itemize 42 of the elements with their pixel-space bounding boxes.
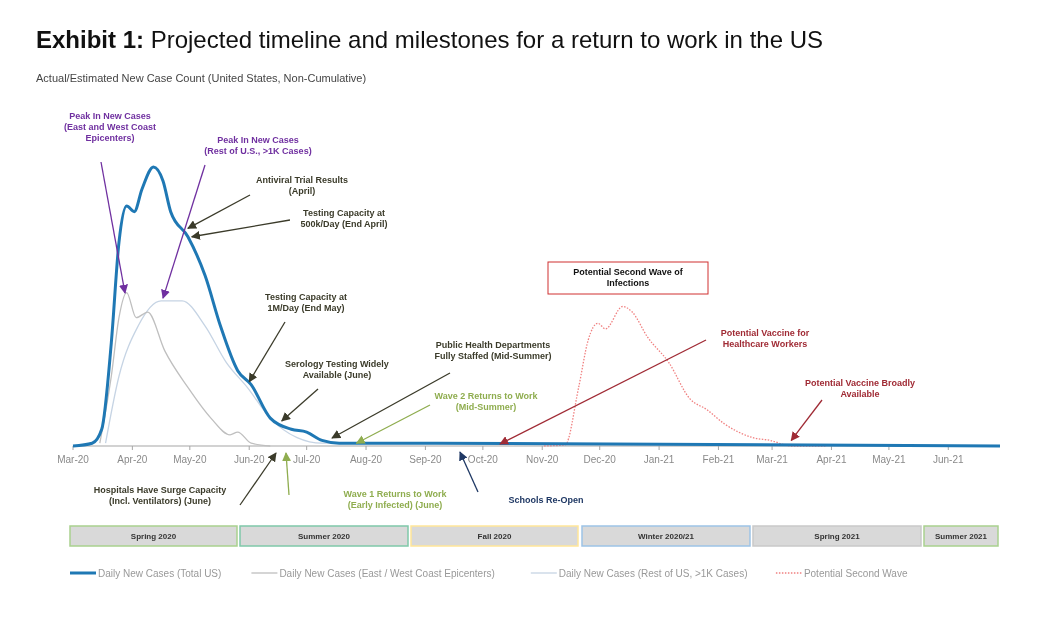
x-tick-label: Dec-20 <box>583 454 617 465</box>
text: Winter 2020/21 <box>638 532 695 541</box>
legend-label: Daily New Cases (Total US) <box>98 567 222 579</box>
text: Spring 2020 <box>130 532 177 541</box>
text: Summer 2021 <box>934 532 988 541</box>
x-tick-label: Jun-20 <box>233 454 265 465</box>
text: Wave 1 Returns to Work (Early Infected) (June) <box>343 488 448 510</box>
annotation: Testing Capacity at 1M/Day (End May) <box>265 291 347 313</box>
annotation: Peak In New Cases (Rest of U.S., >1K Cases) <box>204 134 312 156</box>
annotation: Potential Vaccine for Healthcare Workers <box>720 327 810 349</box>
x-tick-label: Jul-20 <box>293 454 321 465</box>
chart-title: Exhibit 1: Projected timeline and milestones for a return to work in the US <box>36 26 823 53</box>
x-tick-label: Apr-20 <box>117 454 148 465</box>
x-tick-label: Mar-20 <box>57 454 90 465</box>
annotation: Serology Testing Widely Available (June) <box>285 358 389 380</box>
text: Schools Re-Open <box>508 495 584 506</box>
annotation: Potential Vaccine Broadly Available <box>804 377 916 399</box>
x-tick-label: Mar-21 <box>756 454 789 465</box>
x-tick-label: Apr-21 <box>816 454 847 465</box>
legend-label: Daily New Cases (East / West Coast Epicenters) <box>279 567 495 579</box>
text: Summer 2020 <box>297 532 351 541</box>
annotation: Testing Capacity at 500k/Day (End April) <box>300 207 388 229</box>
x-tick-label: May-21 <box>872 454 907 465</box>
annotation: Antiviral Trial Results (April) <box>255 174 349 196</box>
x-tick-label: May-20 <box>173 454 207 465</box>
x-tick-label: Oct-20 <box>467 454 499 465</box>
legend-label: Daily New Cases (Rest of US, >1K Cases) <box>558 567 748 579</box>
x-tick-label: Jan-21 <box>643 454 675 465</box>
x-tick-label: Jun-21 <box>933 454 965 465</box>
chart-subtitle: Actual/Estimated New Case Count (United States, Non-Cumulative) <box>36 72 367 84</box>
x-tick-label: Sep-20 <box>409 454 442 465</box>
text: Fall 2020 <box>477 532 512 541</box>
text: Hospitals Have Surge Capacity (Incl. Ventilators) (June) <box>93 484 227 506</box>
legend-label: Potential Second Wave <box>803 567 908 579</box>
x-tick-label: Nov-20 <box>526 454 559 465</box>
text: Spring 2021 <box>814 532 861 541</box>
text: Peak In New Cases (East and West Coast Epicenters) <box>64 111 156 144</box>
annotation: Wave 2 Returns to Work (Mid-Summer) <box>434 390 539 412</box>
x-tick-label: Feb-21 <box>702 454 735 465</box>
annotation: Potential Second Wave of Infections <box>573 266 684 288</box>
annotation: Public Health Departments Fully Staffed (Mid-Summer) <box>434 339 552 361</box>
x-tick-label: Aug-20 <box>349 454 383 465</box>
